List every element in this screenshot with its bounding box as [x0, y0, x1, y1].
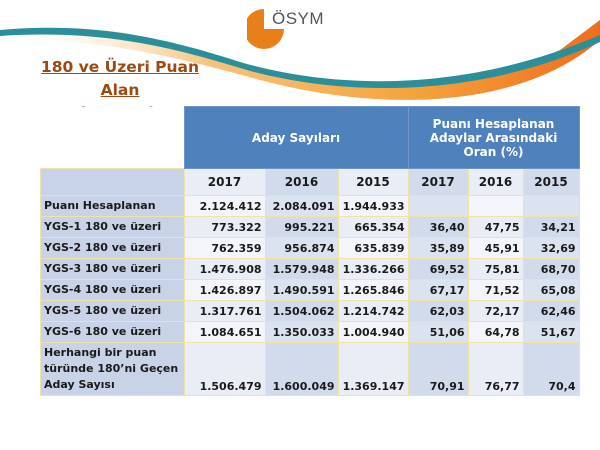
- table-cell: 995.221: [264, 216, 339, 238]
- row-label: Puanı Hesaplanan: [40, 195, 185, 217]
- row-label: YGS-2 180 ve üzeri: [40, 237, 185, 259]
- year-header: 2015: [337, 168, 409, 196]
- table-cell: 36,40: [407, 216, 469, 238]
- table-cell: 1.579.948: [264, 258, 339, 280]
- table-cell: 70,4: [522, 342, 580, 396]
- year-header: 2016: [467, 168, 524, 196]
- table-cell: 62,46: [522, 300, 580, 322]
- table-cell: 1.490.591: [264, 279, 339, 301]
- table-cell: 1.350.033: [264, 321, 339, 343]
- table-cell: 69,52: [407, 258, 469, 280]
- table-cell: 1.214.742: [337, 300, 409, 322]
- table-row: YGS-2 180 ve üzeri 762.359 956.874 635.839 3…: [40, 237, 580, 259]
- table-row: YGS-3 180 ve üzeri 1.476.908 1.579.948 1.33…: [40, 258, 580, 280]
- table-cell: 635.839: [337, 237, 409, 259]
- table-cell: 51,67: [522, 321, 580, 343]
- table-cell: 1.004.940: [337, 321, 409, 343]
- year-header: 2017: [183, 168, 266, 196]
- logo-text: ÖSYM: [272, 9, 325, 28]
- empty-corner: [40, 106, 184, 169]
- table-row: YGS-4 180 ve üzeri 1.426.897 1.490.591 1.26…: [40, 279, 580, 301]
- table-row: YGS-6 180 ve üzeri 1.084.651 1.350.033 1.00…: [40, 321, 580, 343]
- row-label: YGS-1 180 ve üzeri: [40, 216, 185, 238]
- table-cell: 1.426.897: [183, 279, 266, 301]
- row-label: YGS-3 180 ve üzeri: [40, 258, 185, 280]
- table-cell: 1.944.933: [337, 195, 409, 217]
- table-cell: 72,17: [467, 300, 524, 322]
- table-cell: 51,06: [407, 321, 469, 343]
- table-row: YGS-5 180 ve üzeri 1.317.761 1.504.062 1.21…: [40, 300, 580, 322]
- table-row: YGS-1 180 ve üzeri 773.322 995.221 665.354 3…: [40, 216, 580, 238]
- table-cell: 1.317.761: [183, 300, 266, 322]
- table-cell: 47,75: [467, 216, 524, 238]
- table-cell: [467, 195, 524, 217]
- year-header: 2017: [407, 168, 469, 196]
- table-cell: 68,70: [522, 258, 580, 280]
- year-corner: [40, 168, 185, 196]
- table-cell: 665.354: [337, 216, 409, 238]
- table-cell: 1.600.049: [264, 342, 339, 396]
- group-header-ratio: Puanı Hesaplanan Adaylar Arasındaki Oran…: [407, 106, 580, 169]
- table-cell: 1.265.846: [337, 279, 409, 301]
- table-cell: 64,78: [467, 321, 524, 343]
- table-cell: 62,03: [407, 300, 469, 322]
- row-label: YGS-4 180 ve üzeri: [40, 279, 185, 301]
- table-cell: 1.336.266: [337, 258, 409, 280]
- table-cell: [522, 195, 580, 217]
- table-cell: 71,52: [467, 279, 524, 301]
- year-header: 2016: [264, 168, 339, 196]
- table-cell: [407, 195, 469, 217]
- osym-logo-icon: [247, 9, 284, 49]
- table-row: Puanı Hesaplanan 2.124.412 2.084.091 1.944.…: [40, 195, 580, 217]
- year-header: 2015: [522, 168, 580, 196]
- table-cell: 1.506.479: [183, 342, 266, 396]
- table-cell: 2.124.412: [183, 195, 266, 217]
- table-cell: 76,77: [467, 342, 524, 396]
- table-cell: 1.084.651: [183, 321, 266, 343]
- group-header-counts: Aday Sayıları: [183, 106, 409, 169]
- candidate-table: Aday Sayıları Puanı Hesaplanan Adaylar A…: [40, 106, 580, 396]
- decorative-swoosh: [0, 20, 600, 100]
- row-label: YGS-6 180 ve üzeri: [40, 321, 185, 343]
- table-cell: 1.504.062: [264, 300, 339, 322]
- table-cell: 773.322: [183, 216, 266, 238]
- table-cell: 65,08: [522, 279, 580, 301]
- table-cell: 1.476.908: [183, 258, 266, 280]
- table-cell: 75,81: [467, 258, 524, 280]
- table-cell: 45,91: [467, 237, 524, 259]
- table-cell: 2.084.091: [264, 195, 339, 217]
- table-cell: 762.359: [183, 237, 266, 259]
- table-cell: 32,69: [522, 237, 580, 259]
- table-cell: 1.369.147: [337, 342, 409, 396]
- table-cell: 956.874: [264, 237, 339, 259]
- row-label: Herhangi bir puan türünde 180’ni Geçen A…: [40, 342, 185, 396]
- table-cell: 34,21: [522, 216, 580, 238]
- table-cell: 67,17: [407, 279, 469, 301]
- table-cell: 70,91: [407, 342, 469, 396]
- table-cell: 35,89: [407, 237, 469, 259]
- row-label: YGS-5 180 ve üzeri: [40, 300, 185, 322]
- table-row: Herhangi bir puan türünde 180’ni Geçen A…: [40, 342, 580, 396]
